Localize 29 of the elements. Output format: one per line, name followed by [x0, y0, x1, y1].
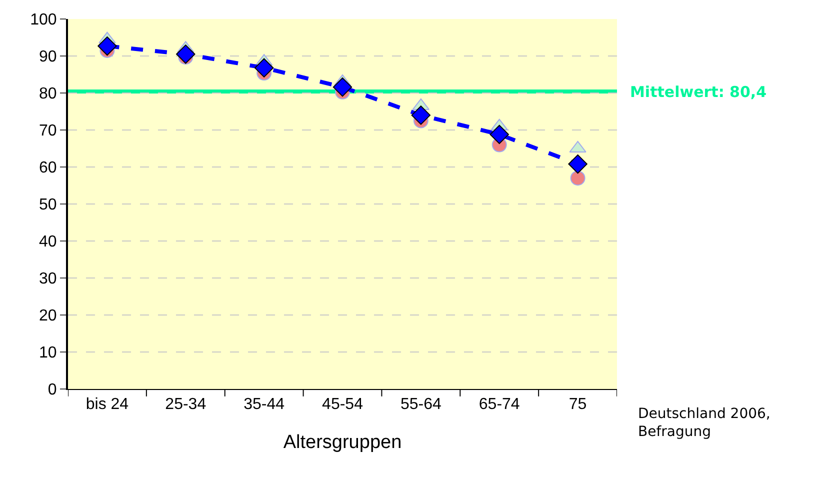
point	[98, 36, 117, 56]
y-tick-label: 100	[30, 12, 57, 29]
x-tick-label: 55-64	[400, 396, 442, 414]
text: Deutschland 2006, Befragung	[638, 406, 770, 440]
x-tick-label: 25-34	[165, 396, 206, 414]
y-tick-label: 0	[48, 382, 57, 399]
y-tick-label: 80	[39, 86, 57, 103]
point	[254, 58, 274, 78]
x-tick-label: 65-74	[478, 396, 520, 414]
y-tick-label: 60	[39, 160, 57, 177]
x-tick-label: 75	[568, 396, 587, 414]
point	[176, 44, 196, 64]
point	[570, 170, 586, 186]
point	[568, 154, 588, 174]
point	[411, 106, 431, 125]
x-tick-label: bis 24	[86, 396, 129, 414]
x-tick-label: 35-44	[244, 396, 285, 414]
point	[490, 124, 509, 144]
y-tick-label: 30	[39, 270, 57, 288]
x-axis-title: Altersgruppen	[283, 432, 402, 453]
point	[332, 77, 352, 97]
y-tick-label: 50	[39, 196, 57, 214]
y-tick-label: 40	[39, 234, 57, 251]
ref-line-label: Mittelwert: 80,4	[630, 83, 767, 101]
y-tick-label: 90	[39, 48, 57, 66]
y-tick-label: 70	[39, 122, 57, 140]
x-tick-label: 45-54	[322, 396, 364, 414]
y-tick-label: 10	[39, 344, 57, 362]
y-tick-label: 20	[39, 308, 57, 325]
